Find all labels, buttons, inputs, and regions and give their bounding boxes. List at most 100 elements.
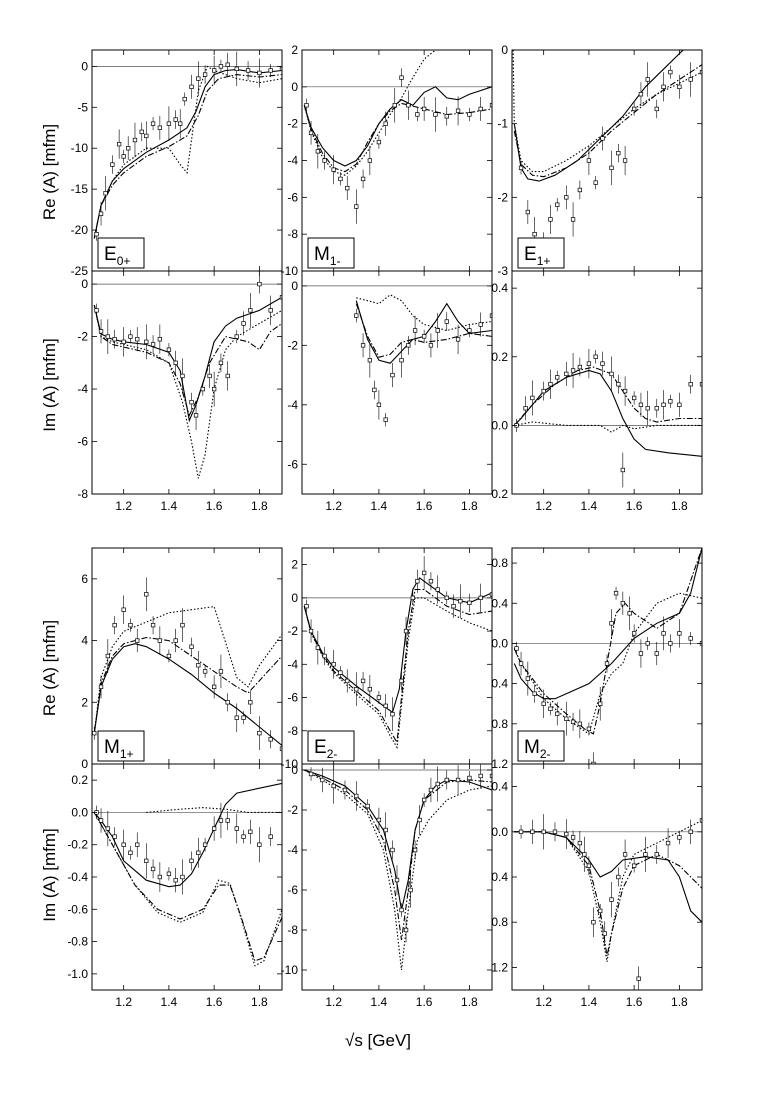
x-tick-label: 1.2 xyxy=(535,499,552,513)
data-point xyxy=(598,701,603,706)
data-point xyxy=(112,337,117,342)
data-point xyxy=(555,202,560,207)
x-tick-label: 1.4 xyxy=(161,995,178,1009)
curve-dashdot xyxy=(303,588,492,745)
y-tick-label: -2 xyxy=(287,803,298,817)
axes-frame xyxy=(511,270,703,495)
curve-dashdot xyxy=(355,303,492,358)
ylabel-im-top: Im (A) [mfm] xyxy=(40,338,59,431)
y-tick-label: 0.4 xyxy=(491,870,508,884)
multipole-label-box xyxy=(307,730,355,762)
multipole-label: M1+ xyxy=(104,737,134,761)
data-point xyxy=(428,579,434,584)
panel-M1m-re: 2 0 -2 -4 -6 -8 -10 M1- xyxy=(281,43,493,278)
data-point xyxy=(202,842,208,847)
data-point xyxy=(577,187,583,193)
y-tick-label: 2 xyxy=(291,558,298,572)
data-point xyxy=(645,77,650,82)
data-point xyxy=(135,638,140,643)
data-point xyxy=(548,706,553,711)
panel-E0p-im: 0 -2 -4 -6 -8 1.2 1.4 1.6 1.8 xyxy=(77,270,283,513)
y-tick-label: -10 xyxy=(281,963,299,977)
data-point xyxy=(602,931,607,936)
data-point xyxy=(514,646,519,651)
data-point xyxy=(552,829,558,834)
x-tick-label: 1.8 xyxy=(251,995,268,1009)
data-point xyxy=(403,628,409,634)
data-point xyxy=(150,866,156,872)
data-point xyxy=(620,601,625,606)
data-point xyxy=(444,114,449,119)
data-point xyxy=(444,319,449,324)
y-tick-label: -20 xyxy=(71,223,89,237)
data-point xyxy=(591,920,596,925)
curve-solid xyxy=(514,831,702,923)
data-point xyxy=(489,592,492,597)
data-point xyxy=(218,64,224,69)
panels-group: 0-5-10-15-20-25E0+20-2-4-6-8-10M1-0-1-2-… xyxy=(67,43,703,1009)
data-point xyxy=(196,850,201,855)
data-point xyxy=(257,730,262,736)
curve-solid xyxy=(93,69,282,239)
data-point xyxy=(586,863,592,868)
data-point xyxy=(308,130,314,136)
data-point xyxy=(433,112,438,117)
data-point xyxy=(467,600,472,605)
data-point xyxy=(367,358,373,363)
data-point xyxy=(257,281,262,287)
data-point xyxy=(455,108,461,113)
curve-dotted xyxy=(304,769,492,971)
data-point xyxy=(444,595,449,600)
x-tick-label: 1.4 xyxy=(581,499,598,513)
data-point xyxy=(622,388,628,394)
data-point xyxy=(518,165,524,171)
data-point xyxy=(609,371,614,377)
data-point xyxy=(279,66,282,71)
data-point xyxy=(105,826,110,831)
data-point xyxy=(150,622,156,628)
data-point xyxy=(202,72,208,77)
data-point xyxy=(121,842,126,847)
data-point xyxy=(157,337,163,342)
data-point xyxy=(616,150,621,156)
axes-frame xyxy=(301,270,493,495)
data-point xyxy=(600,361,605,366)
y-tick-label: -2 xyxy=(497,190,508,204)
data-point xyxy=(631,631,637,636)
data-point xyxy=(699,69,702,75)
y-tick-label: -2 xyxy=(77,330,88,344)
multipole-label-box xyxy=(517,237,565,269)
y-tick-label: -10 xyxy=(71,141,89,155)
data-point xyxy=(367,158,373,163)
y-tick-label: -3 xyxy=(497,264,508,278)
data-point xyxy=(417,817,422,823)
multipole-label-box xyxy=(517,730,565,762)
data-point xyxy=(478,595,483,600)
data-point xyxy=(410,595,415,600)
data-point xyxy=(620,467,625,473)
y-tick-label: -0.2 xyxy=(67,838,88,852)
plot-area-M1p-im xyxy=(92,782,282,967)
multipole-label-box xyxy=(97,730,145,762)
y-tick-label: -2 xyxy=(287,117,298,131)
y-tick-label: 6 xyxy=(81,572,88,586)
data-point xyxy=(383,121,388,126)
y-tick-label: -10 xyxy=(281,264,299,278)
data-point xyxy=(150,121,156,126)
data-point xyxy=(365,803,370,809)
y-tick-label: 0.2 xyxy=(71,773,88,787)
data-point xyxy=(518,829,524,834)
y-tick-label: -4 xyxy=(287,843,298,857)
data-point xyxy=(455,337,461,342)
multipole-label-box xyxy=(307,237,355,269)
data-point xyxy=(279,295,282,300)
data-point xyxy=(338,670,343,675)
data-point xyxy=(383,417,388,422)
data-point xyxy=(105,334,110,339)
data-point xyxy=(103,191,108,196)
x-tick-label: 1.2 xyxy=(325,995,342,1009)
data-point xyxy=(577,840,583,846)
y-tick-label: 0.0 xyxy=(491,636,508,650)
plot-area-M1m-re xyxy=(302,50,492,224)
data-point xyxy=(225,62,230,67)
